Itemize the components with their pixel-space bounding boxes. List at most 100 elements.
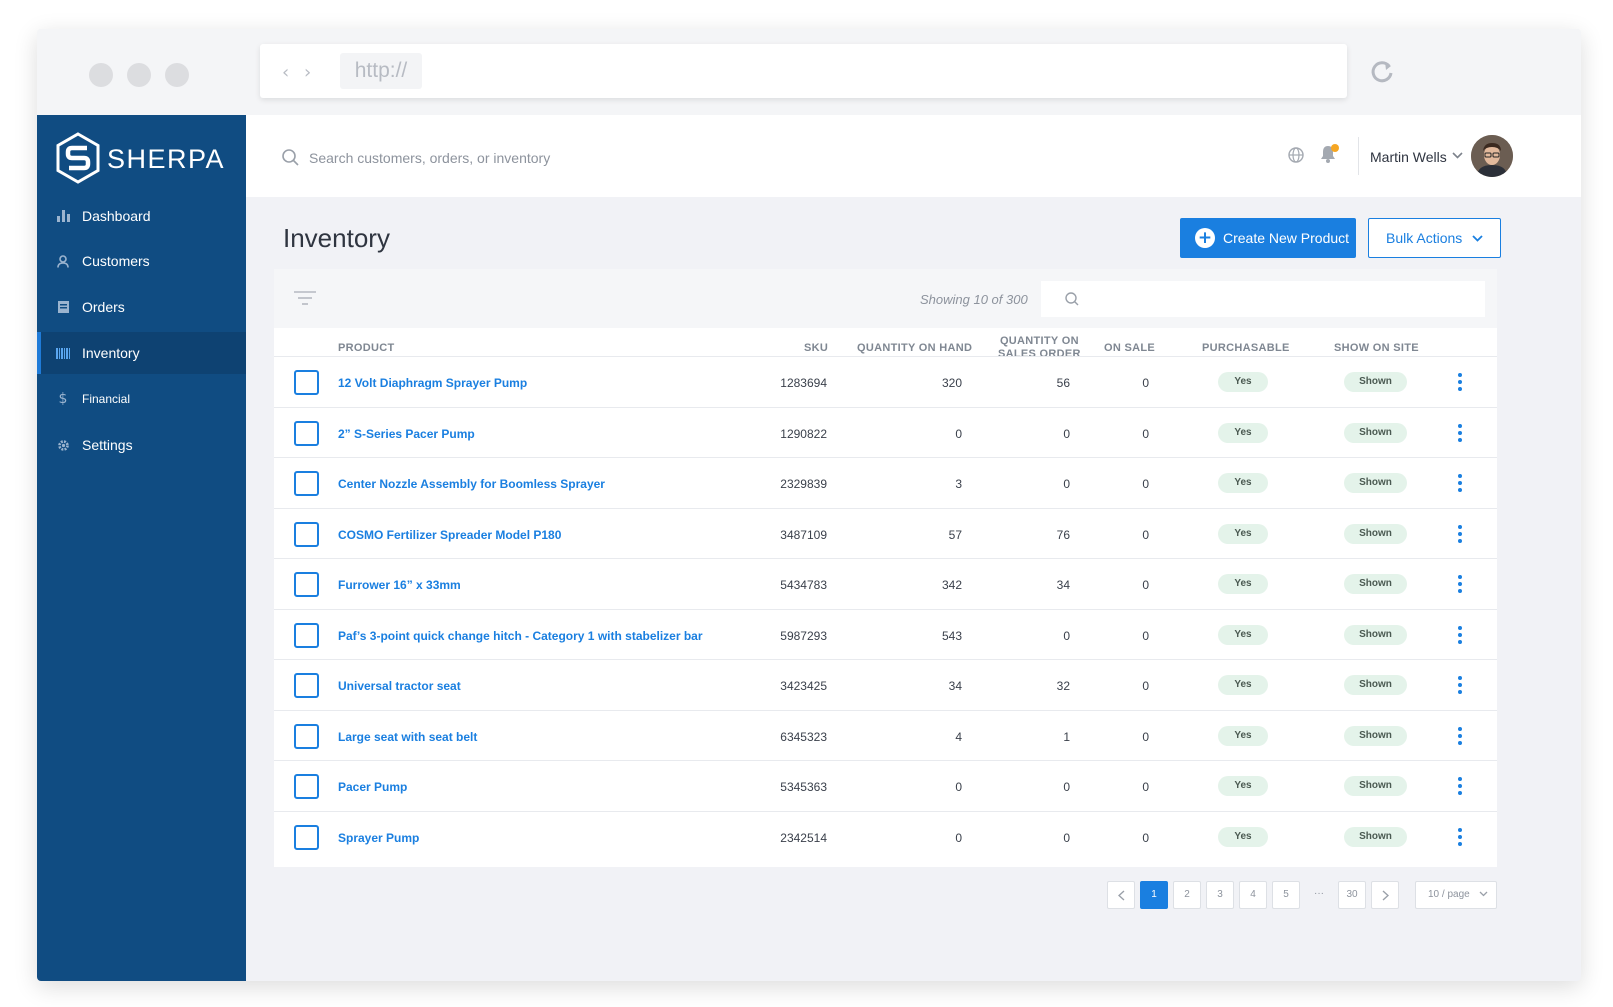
sherpa-logo[interactable]: SHERPA <box>55 132 240 184</box>
window-maximize-dot[interactable] <box>165 63 189 87</box>
globe-icon[interactable] <box>1288 147 1304 163</box>
more-options-icon[interactable] <box>1457 524 1463 543</box>
product-link[interactable]: 2” S-Series Pacer Pump <box>338 426 475 441</box>
column-header-sku[interactable]: SKU <box>804 342 829 354</box>
row-checkbox[interactable] <box>294 471 319 496</box>
more-options-icon[interactable] <box>1457 676 1463 694</box>
column-header-purchasable[interactable]: PURCHASABLE <box>1202 342 1290 354</box>
table-row[interactable]: Paf’s 3-point quick change hitch - Categ… <box>274 608 1497 661</box>
purchasable-badge[interactable]: Yes <box>1218 675 1268 695</box>
show-on-site-badge[interactable]: Shown <box>1344 523 1407 544</box>
table-row[interactable]: Furrower 16” x 33mm 5434783 342 34 0 Yes Shown <box>274 558 1497 610</box>
create-new-product-button[interactable]: + Create New Product <box>1180 218 1356 258</box>
row-checkbox[interactable] <box>294 774 319 799</box>
show-on-site-badge[interactable]: Shown <box>1344 624 1407 645</box>
table-row[interactable]: 12 Volt Diaphragm Sprayer Pump 1283694 320… <box>274 356 1497 408</box>
reload-icon[interactable] <box>1367 56 1397 86</box>
row-checkbox[interactable] <box>294 572 319 597</box>
table-row[interactable]: Universal tractor seat 3423425 34 32 0 Yes Sho… <box>274 659 1497 711</box>
page-button[interactable]: 3 <box>1206 881 1234 909</box>
column-header-show-on-site[interactable]: SHOW ON SITE <box>1334 342 1419 354</box>
product-link[interactable]: Universal tractor seat <box>338 679 461 693</box>
more-options-icon[interactable] <box>1457 827 1463 846</box>
address-bar[interactable]: ‹ › http:// <box>260 44 1347 98</box>
chevron-down-icon[interactable] <box>1452 152 1463 159</box>
row-checkbox[interactable] <box>294 723 319 749</box>
page-size-select[interactable]: 10 / page <box>1415 881 1497 909</box>
column-header-product[interactable]: PRODUCT <box>338 342 395 354</box>
product-link[interactable]: Center Nozzle Assembly for Boomless Spra… <box>338 477 605 491</box>
url-text[interactable]: http:// <box>340 53 422 89</box>
table-row[interactable]: Pacer Pump 5345363 0 0 0 Yes Shown <box>274 760 1497 812</box>
purchasable-badge[interactable]: Yes <box>1218 523 1268 544</box>
page-button[interactable]: 2 <box>1173 881 1201 909</box>
table-row[interactable]: Center Nozzle Assembly for Boomless Spra… <box>274 457 1497 509</box>
back-arrow-icon[interactable]: ‹ <box>282 62 290 83</box>
show-on-site-badge[interactable]: Shown <box>1344 422 1407 443</box>
show-on-site-badge[interactable]: Shown <box>1344 826 1407 847</box>
sidebar-item-inventory[interactable]: Inventory <box>37 332 246 374</box>
purchasable-badge[interactable]: Yes <box>1218 776 1268 796</box>
product-link[interactable]: Furrower 16” x 33mm <box>338 578 461 592</box>
table-row[interactable]: 2” S-Series Pacer Pump 1290822 0 0 0 Yes Shown <box>274 406 1497 459</box>
sidebar-item-orders[interactable]: Orders <box>37 286 246 328</box>
column-header-quantity-on-hand[interactable]: QUANTITY ON HAND <box>857 342 973 354</box>
product-link[interactable]: COSMO Fertilizer Spreader Model P180 <box>338 527 562 542</box>
column-header-quantity-on-sales-order[interactable]: QUANTITY ON SALES ORDER <box>998 335 1081 361</box>
table-search-input[interactable] <box>1041 281 1485 317</box>
previous-page-button[interactable] <box>1107 881 1135 909</box>
more-options-icon[interactable] <box>1457 777 1463 795</box>
table-row[interactable]: Large seat with seat belt 6345323 4 1 0 Yes Sh… <box>274 709 1497 762</box>
more-options-icon[interactable] <box>1457 474 1463 492</box>
global-search-input[interactable]: Search customers, orders, or inventory <box>309 150 551 166</box>
more-options-icon[interactable] <box>1457 575 1463 593</box>
show-on-site-badge[interactable]: Shown <box>1344 372 1407 392</box>
table-row[interactable]: COSMO Fertilizer Spreader Model P180 3487… <box>274 507 1497 560</box>
purchasable-badge[interactable]: Yes <box>1218 473 1268 493</box>
bulk-actions-button[interactable]: Bulk Actions <box>1368 218 1501 258</box>
product-link[interactable]: Sprayer Pump <box>338 830 420 845</box>
more-options-icon[interactable] <box>1457 625 1463 644</box>
row-checkbox[interactable] <box>294 673 319 698</box>
row-checkbox[interactable] <box>294 622 319 648</box>
column-header-on-sale[interactable]: ON SALE <box>1104 342 1155 354</box>
user-name[interactable]: Martin Wells <box>1370 149 1447 165</box>
more-options-icon[interactable] <box>1457 423 1463 442</box>
filter-icon[interactable] <box>294 291 316 305</box>
row-checkbox[interactable] <box>294 420 319 446</box>
show-on-site-badge[interactable]: Shown <box>1344 776 1407 796</box>
page-button[interactable]: 4 <box>1239 881 1267 909</box>
product-link[interactable]: 12 Volt Diaphragm Sprayer Pump <box>338 376 528 390</box>
product-link[interactable]: Paf’s 3-point quick change hitch - Categ… <box>338 628 703 643</box>
sidebar-item-settings[interactable]: Settings <box>37 424 246 466</box>
table-row[interactable]: Sprayer Pump 2342514 0 0 0 Yes Shown <box>274 810 1497 863</box>
forward-arrow-icon[interactable]: › <box>304 62 312 83</box>
search-icon[interactable] <box>282 149 299 166</box>
purchasable-badge[interactable]: Yes <box>1218 422 1268 443</box>
show-on-site-badge[interactable]: Shown <box>1344 473 1407 493</box>
purchasable-badge[interactable]: Yes <box>1218 372 1268 392</box>
purchasable-badge[interactable]: Yes <box>1218 826 1268 847</box>
next-page-button[interactable] <box>1371 881 1399 909</box>
show-on-site-badge[interactable]: Shown <box>1344 725 1407 746</box>
show-on-site-badge[interactable]: Shown <box>1344 574 1407 594</box>
row-checkbox[interactable] <box>294 824 319 850</box>
avatar[interactable] <box>1471 135 1513 177</box>
window-close-dot[interactable] <box>89 63 113 87</box>
pagination-ellipsis[interactable]: ··· <box>1314 888 1324 899</box>
window-minimize-dot[interactable] <box>127 63 151 87</box>
purchasable-badge[interactable]: Yes <box>1218 725 1268 746</box>
more-options-icon[interactable] <box>1457 726 1463 745</box>
page-button[interactable]: 5 <box>1272 881 1300 909</box>
show-on-site-badge[interactable]: Shown <box>1344 675 1407 695</box>
product-link[interactable]: Large seat with seat belt <box>338 729 478 744</box>
page-button[interactable]: 1 <box>1140 881 1168 909</box>
purchasable-badge[interactable]: Yes <box>1218 574 1268 594</box>
product-link[interactable]: Pacer Pump <box>338 780 408 794</box>
more-options-icon[interactable] <box>1457 373 1463 391</box>
page-button[interactable]: 30 <box>1338 881 1366 909</box>
purchasable-badge[interactable]: Yes <box>1218 624 1268 645</box>
sidebar-item-customers[interactable]: Customers <box>37 240 246 282</box>
row-checkbox[interactable] <box>294 521 319 547</box>
sidebar-item-financial[interactable]: $ Financial <box>37 378 246 420</box>
